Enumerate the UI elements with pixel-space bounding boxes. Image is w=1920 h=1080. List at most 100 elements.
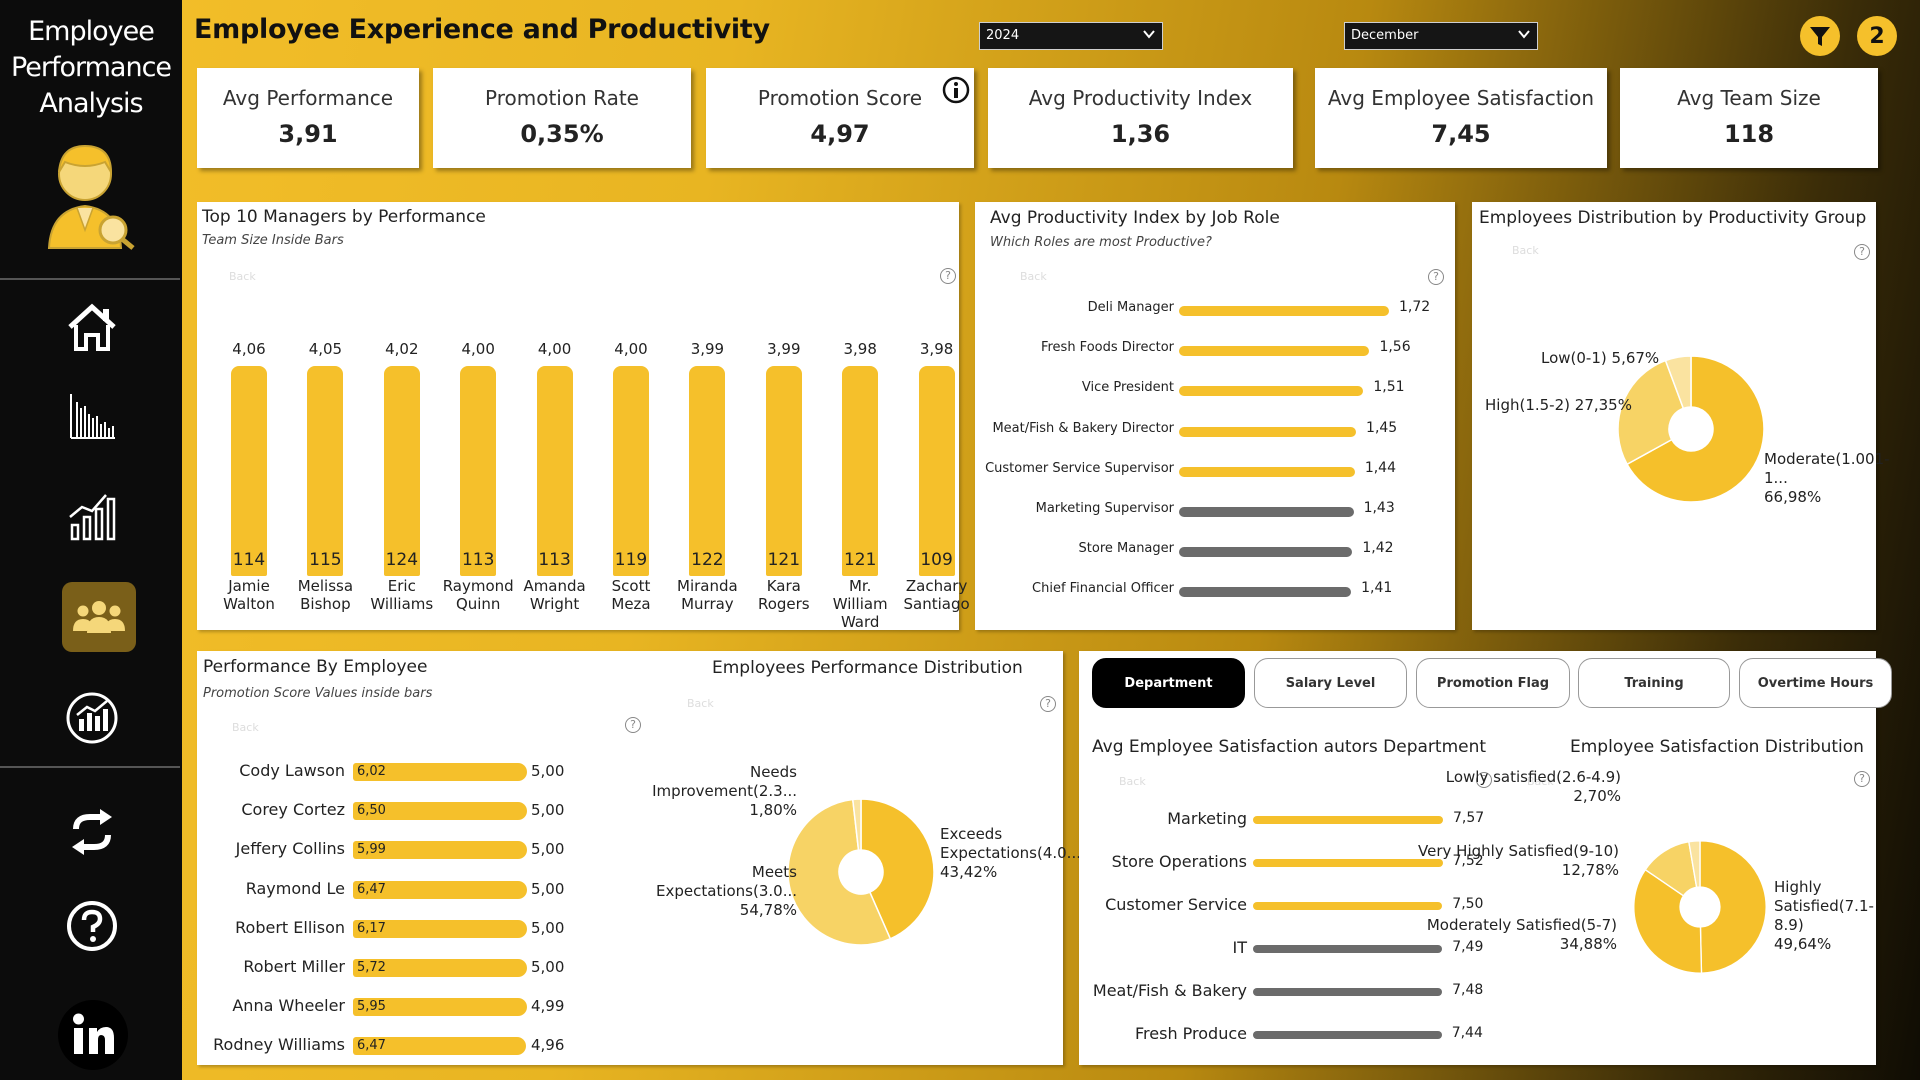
promotion-score-label: 5,95 bbox=[357, 999, 386, 1015]
app-title-line: Employee bbox=[28, 16, 155, 47]
bar[interactable] bbox=[1179, 507, 1354, 517]
bar[interactable] bbox=[1179, 426, 1357, 437]
bar[interactable] bbox=[1253, 945, 1443, 953]
chart-title: Employee Satisfaction Distribution bbox=[1570, 737, 1864, 757]
filter-button[interactable] bbox=[1800, 16, 1840, 56]
bar[interactable] bbox=[353, 763, 527, 781]
bar[interactable] bbox=[1253, 1031, 1442, 1039]
year-slicer[interactable]: 2024 bbox=[979, 22, 1163, 50]
kpi-label: Avg Team Size bbox=[1677, 86, 1821, 110]
donut-slice[interactable] bbox=[1633, 868, 1703, 974]
bar[interactable] bbox=[1253, 988, 1443, 996]
help-tooltip-icon[interactable]: ? bbox=[625, 717, 641, 733]
bar[interactable] bbox=[1253, 859, 1443, 867]
donut-slice[interactable] bbox=[1617, 359, 1685, 466]
help-tooltip-icon[interactable]: ? bbox=[1428, 269, 1444, 285]
bar[interactable] bbox=[353, 998, 527, 1017]
category-label: Customer Service bbox=[1105, 895, 1247, 914]
back-label[interactable]: Back bbox=[1020, 270, 1047, 283]
bar[interactable] bbox=[353, 802, 527, 821]
help-tooltip-icon[interactable]: ? bbox=[1854, 244, 1870, 260]
donut-slice[interactable] bbox=[1699, 840, 1767, 974]
back-label[interactable]: Back bbox=[1512, 244, 1539, 257]
help-tooltip-icon[interactable]: ? bbox=[1476, 772, 1492, 788]
back-label[interactable]: Back bbox=[229, 270, 256, 283]
category-label: Zachary bbox=[905, 577, 968, 595]
help-tooltip-icon[interactable]: ? bbox=[1040, 696, 1056, 712]
tab-department[interactable]: Department bbox=[1092, 658, 1245, 708]
bar[interactable] bbox=[1253, 902, 1443, 910]
slice-name: Lowly satisfied(2.6-4.9) bbox=[1445, 768, 1621, 786]
donut-slice[interactable] bbox=[1664, 355, 1692, 410]
month-slicer[interactable]: December bbox=[1344, 22, 1538, 50]
home-button[interactable] bbox=[60, 296, 124, 360]
donut-chart bbox=[787, 798, 935, 946]
bar[interactable] bbox=[1179, 547, 1353, 558]
kpi-card-avg-team-size: Avg Team Size 118 bbox=[1620, 68, 1878, 168]
category-label: Deli Manager bbox=[1087, 300, 1174, 315]
bar[interactable] bbox=[689, 366, 726, 576]
bar[interactable] bbox=[353, 959, 527, 977]
donut-slice[interactable] bbox=[1688, 840, 1701, 889]
help-tooltip-icon[interactable]: ? bbox=[1854, 771, 1870, 787]
back-label[interactable]: Back bbox=[1119, 775, 1146, 788]
bar[interactable] bbox=[1179, 386, 1364, 397]
linkedin-button[interactable] bbox=[58, 1000, 128, 1070]
filter-count-badge[interactable]: 2 bbox=[1857, 16, 1897, 56]
home-icon bbox=[68, 303, 116, 351]
filter-icon bbox=[1810, 27, 1830, 46]
help-tooltip-icon[interactable]: ? bbox=[940, 268, 956, 284]
refresh-button[interactable] bbox=[60, 800, 124, 864]
donut-slice[interactable] bbox=[851, 798, 862, 851]
bar[interactable] bbox=[231, 366, 267, 576]
donut-chart bbox=[1617, 355, 1765, 503]
back-label[interactable]: Back bbox=[232, 721, 259, 734]
promotion-score-label: 6,02 bbox=[357, 764, 386, 779]
donut-slice[interactable] bbox=[860, 798, 935, 940]
bar[interactable] bbox=[1179, 306, 1389, 316]
tab-training[interactable]: Training bbox=[1578, 658, 1730, 708]
category-label: Eric bbox=[387, 577, 416, 595]
slice-percent: 54,78% bbox=[739, 901, 797, 919]
bar[interactable] bbox=[918, 366, 955, 576]
stats-button[interactable] bbox=[60, 686, 124, 750]
help-button[interactable] bbox=[60, 894, 124, 958]
bar[interactable] bbox=[613, 366, 649, 576]
bar[interactable] bbox=[383, 366, 420, 576]
team-button[interactable] bbox=[62, 582, 136, 652]
bar-value-label: 1,44 bbox=[1364, 459, 1396, 476]
donut-slice[interactable] bbox=[1626, 355, 1765, 503]
bar[interactable] bbox=[765, 366, 802, 576]
bar[interactable] bbox=[460, 366, 497, 576]
bar[interactable] bbox=[353, 841, 527, 860]
bar[interactable] bbox=[1179, 466, 1355, 477]
tab-salary-level[interactable]: Salary Level bbox=[1254, 658, 1407, 708]
bar-value-label: 7,48 bbox=[1452, 982, 1484, 998]
category-label: Jamie bbox=[228, 577, 270, 595]
bar[interactable] bbox=[353, 880, 527, 899]
bar-value-label: 1,43 bbox=[1363, 500, 1395, 516]
bar[interactable] bbox=[1179, 587, 1352, 598]
tab-overtime-hours[interactable]: Overtime Hours bbox=[1739, 658, 1892, 708]
slice-label: Highly Satisfied(7.1-8.9) 49,64% bbox=[1774, 878, 1874, 954]
bar[interactable] bbox=[842, 366, 879, 576]
bar[interactable] bbox=[353, 919, 527, 938]
slice-name: Needs Improvement(2.3... bbox=[652, 763, 797, 800]
tab-promotion-flag[interactable]: Promotion Flag bbox=[1416, 658, 1570, 708]
category-label: Chief Financial Officer bbox=[1032, 581, 1174, 597]
back-label[interactable]: Back bbox=[687, 697, 714, 710]
info-icon[interactable] bbox=[942, 76, 970, 104]
back-label[interactable]: Back bbox=[1527, 775, 1554, 788]
slice-percent: 66,98% bbox=[1764, 488, 1822, 506]
bar[interactable] bbox=[353, 1037, 526, 1056]
bar[interactable] bbox=[536, 366, 573, 576]
growth-chart-button[interactable] bbox=[60, 484, 124, 548]
decline-chart-button[interactable] bbox=[60, 384, 124, 448]
bar[interactable] bbox=[1179, 346, 1370, 357]
refresh-icon bbox=[72, 809, 112, 855]
bar-value-label: 3,98 bbox=[843, 340, 877, 359]
donut-slice[interactable] bbox=[787, 798, 892, 946]
bar[interactable] bbox=[307, 366, 344, 576]
category-label: William bbox=[832, 595, 888, 613]
bar[interactable] bbox=[1253, 816, 1443, 824]
